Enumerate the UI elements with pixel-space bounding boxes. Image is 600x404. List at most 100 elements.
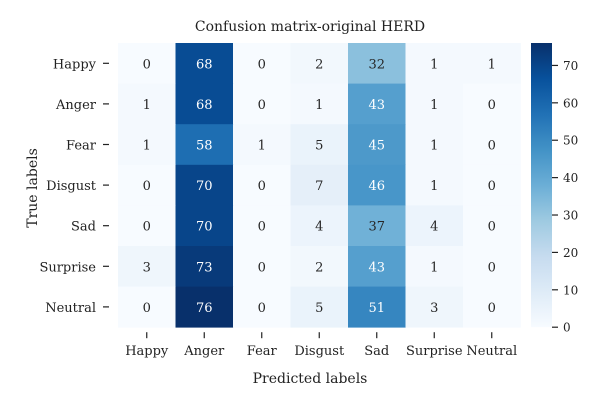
heatmap-cell (463, 246, 521, 287)
heatmap-cells: 0 68 0 2 32 1 11 68 0 1 43 1 01 58 1 5 45 1 00 70 0 7 46 1 00 70 0… (118, 43, 521, 328)
heatmap-cell (233, 124, 291, 166)
colorbar-ticks: 0 10 20 30 40 50 60 70 (552, 59, 578, 335)
cell-value-label: 1 (143, 98, 151, 113)
cell-value-label: 58 (196, 139, 213, 154)
cell-value-label: 43 (368, 98, 385, 113)
heatmap-cell (175, 205, 234, 247)
y-tick-label: Sad (71, 220, 96, 235)
heatmap-cell (405, 124, 464, 166)
colorbar-tick-label: 70 (563, 59, 578, 73)
colorbar-tick-label: 30 (563, 209, 578, 223)
cell-value-label: 0 (488, 179, 496, 194)
heatmap-cell (405, 286, 464, 328)
cell-value-label: 0 (143, 301, 151, 316)
chart-title: Confusion matrix-original HERD (195, 19, 425, 35)
cell-value-label: 0 (488, 220, 496, 235)
heatmap-cell (290, 124, 349, 166)
cell-value-label: 0 (258, 179, 266, 194)
colorbar (531, 43, 552, 328)
cell-value-label: 43 (368, 260, 385, 275)
heatmap-cell (290, 83, 349, 125)
cell-value-label: 1 (488, 57, 496, 72)
heatmap-cell (118, 286, 176, 328)
heatmap-cell (175, 164, 234, 206)
heatmap-cell (405, 205, 464, 247)
cell-value-label: 0 (143, 57, 151, 72)
heatmap-cell (405, 246, 464, 287)
cell-value-label: 76 (196, 301, 213, 316)
x-tick-label: Neutral (466, 344, 517, 359)
heatmap-cell (233, 83, 291, 125)
cell-value-label: 2 (315, 57, 323, 72)
cell-value-label: 32 (368, 57, 385, 72)
cell-value-label: 4 (430, 220, 438, 235)
heatmap-cell (118, 124, 176, 166)
cell-value-label: 3 (430, 301, 438, 316)
cell-value-label: 1 (143, 139, 151, 154)
heatmap-cell (233, 246, 291, 287)
heatmap-cell (118, 205, 176, 247)
heatmap-cell (348, 164, 406, 206)
heatmap-cell (463, 164, 521, 206)
x-tick-labels: Happy Anger Fear Disgust Sad Surprise Neutral (125, 332, 517, 359)
cell-value-label: 0 (488, 139, 496, 154)
heatmap-cell (290, 246, 349, 287)
cell-value-label: 51 (368, 301, 385, 316)
heatmap-cell (348, 83, 406, 125)
heatmap-cell (348, 205, 406, 247)
cell-value-label: 68 (196, 57, 213, 72)
heatmap-cell (118, 246, 176, 287)
heatmap-cell (290, 164, 349, 206)
x-tick-label: Happy (125, 344, 169, 359)
cell-value-label: 1 (430, 260, 438, 275)
cell-value-label: 0 (488, 301, 496, 316)
heatmap-cell (405, 43, 464, 84)
x-tick-label: Surprise (406, 344, 463, 359)
cell-value-label: 0 (258, 220, 266, 235)
y-tick-label: Neutral (45, 301, 96, 316)
cell-value-label: 2 (315, 260, 323, 275)
cell-value-label: 1 (430, 139, 438, 154)
cell-value-label: 70 (196, 179, 213, 194)
cell-value-label: 3 (143, 260, 151, 275)
heatmap-cell (348, 124, 406, 166)
cell-value-label: 37 (368, 220, 385, 235)
x-tick-label: Sad (364, 344, 389, 359)
cell-value-label: 0 (258, 57, 266, 72)
colorbar-tick-label: 40 (563, 171, 578, 185)
heatmap-cell (233, 286, 291, 328)
cell-value-label: 4 (315, 220, 323, 235)
heatmap-cell (175, 43, 234, 84)
y-tick-label: Fear (66, 139, 97, 154)
cell-value-label: 5 (315, 139, 323, 154)
x-tick-label: Disgust (294, 344, 345, 359)
cell-value-label: 0 (258, 260, 266, 275)
heatmap-cell (175, 286, 234, 328)
colorbar-tick-label: 20 (563, 246, 578, 260)
cell-value-label: 0 (488, 260, 496, 275)
heatmap-cell (233, 43, 291, 84)
heatmap-cell (463, 83, 521, 125)
colorbar-tick-label: 10 (563, 283, 578, 297)
heatmap-cell (118, 83, 176, 125)
heatmap-cell (118, 43, 176, 84)
colorbar-tick-label: 50 (563, 134, 578, 148)
heatmap-cell (348, 43, 406, 84)
cell-value-label: 7 (315, 179, 323, 194)
heatmap-cell (348, 246, 406, 287)
heatmap-cell (233, 205, 291, 247)
cell-value-label: 5 (315, 301, 323, 316)
y-axis-label: True labels (25, 148, 41, 228)
heatmap-cell (463, 205, 521, 247)
cell-value-label: 0 (488, 98, 496, 113)
y-tick-label: Happy (53, 57, 97, 72)
cell-value-label: 0 (143, 220, 151, 235)
cell-value-label: 46 (368, 179, 385, 194)
x-tick-label: Anger (183, 344, 225, 359)
x-tick-label: Fear (247, 344, 278, 359)
cell-value-label: 1 (315, 98, 323, 113)
heatmap-cell (290, 43, 349, 84)
y-tick-label: Anger (55, 98, 97, 113)
heatmap-cell (348, 286, 406, 328)
colorbar-tick-label: 60 (563, 96, 578, 110)
